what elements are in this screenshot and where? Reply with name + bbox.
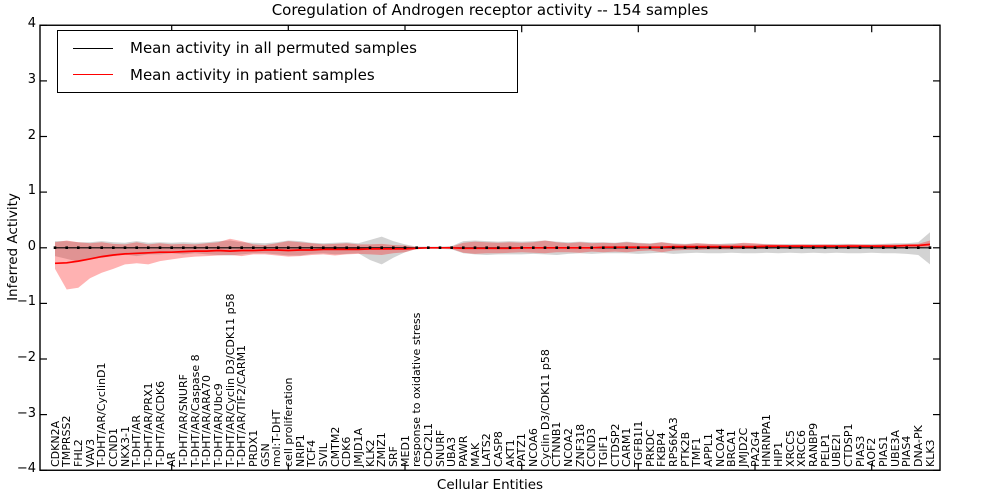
data-point-marker [158, 246, 162, 249]
data-point-marker [88, 246, 92, 249]
data-point-marker [788, 246, 792, 249]
data-point-marker [870, 246, 873, 249]
data-point-marker [835, 246, 838, 249]
data-point-marker [718, 246, 722, 249]
data-point-marker [228, 246, 232, 249]
legend-label-patient: Mean activity in patient samples [130, 65, 375, 84]
data-point-marker [707, 246, 710, 249]
data-point-marker [858, 246, 862, 249]
data-point-marker [543, 246, 547, 249]
data-point-marker [450, 246, 453, 249]
data-point-marker [648, 246, 652, 249]
data-point-marker [485, 246, 488, 249]
data-point-marker [893, 246, 897, 249]
data-point-marker [252, 246, 255, 249]
patient-mean-line [54, 243, 931, 265]
data-point-marker [928, 246, 932, 249]
data-point-marker [438, 246, 442, 249]
data-point-marker [263, 246, 267, 249]
data-point-marker [847, 246, 850, 249]
legend-item-patient: Mean activity in patient samples [58, 66, 517, 84]
data-point-marker [812, 246, 815, 249]
data-point-marker [753, 246, 757, 249]
x-axis-title: Cellular Entities [436, 477, 544, 493]
data-point-marker [508, 246, 512, 249]
y-axis-title: Inferred Activity [5, 193, 21, 301]
data-point-marker [672, 246, 675, 249]
data-point-marker [217, 246, 220, 249]
data-point-marker [730, 246, 733, 249]
data-point-marker [310, 246, 313, 249]
data-point-marker [65, 246, 68, 249]
data-point-marker [415, 246, 418, 249]
data-point-marker [695, 246, 698, 249]
chart-title: Coregulation of Androgen receptor activi… [271, 1, 709, 19]
legend-label-permuted: Mean activity in all permuted samples [130, 39, 417, 58]
data-point-marker [683, 246, 687, 249]
data-point-marker [357, 246, 360, 249]
data-point-marker [613, 246, 617, 249]
data-point-marker [182, 246, 185, 249]
data-point-marker [555, 246, 558, 249]
data-point-marker [602, 246, 605, 249]
data-point-marker [240, 246, 243, 249]
data-point-marker [322, 246, 325, 249]
data-point-marker [567, 246, 570, 249]
data-point-marker [298, 246, 302, 249]
data-point-marker [625, 246, 628, 249]
data-point-marker [193, 246, 197, 249]
data-point-marker [637, 246, 640, 249]
data-point-marker [380, 246, 383, 249]
data-point-marker [368, 246, 372, 249]
data-point-marker [777, 246, 780, 249]
data-point-marker [742, 246, 745, 249]
data-point-marker [917, 246, 920, 249]
data-point-marker [123, 246, 127, 249]
legend: Mean activity in all permuted samples Me… [57, 30, 518, 93]
data-point-marker [660, 246, 663, 249]
data-point-marker [112, 246, 115, 249]
data-point-marker [205, 246, 208, 249]
data-point-marker [532, 246, 535, 249]
legend-item-permuted: Mean activity in all permuted samples [58, 39, 517, 57]
data-point-marker [882, 246, 885, 249]
data-point-marker [53, 246, 57, 249]
data-point-marker [77, 246, 80, 249]
legend-line-red [73, 74, 113, 76]
legend-line-black [73, 47, 113, 49]
data-point-marker [147, 246, 150, 249]
data-point-marker [462, 246, 465, 249]
data-point-marker [135, 246, 138, 249]
data-point-marker [473, 246, 477, 249]
data-point-marker [590, 246, 593, 249]
data-point-marker [427, 246, 430, 249]
data-point-marker [497, 246, 500, 249]
data-point-marker [520, 246, 523, 249]
patient-std-band [55, 238, 930, 290]
data-point-marker [578, 246, 582, 249]
data-point-marker [170, 246, 173, 249]
data-point-marker [765, 246, 768, 249]
data-point-marker [100, 246, 103, 249]
data-point-marker [403, 246, 407, 249]
data-point-marker [275, 246, 278, 249]
data-point-marker [345, 246, 348, 249]
data-point-marker [800, 246, 803, 249]
data-point-marker [905, 246, 908, 249]
data-point-marker [392, 246, 395, 249]
data-point-marker [333, 246, 337, 249]
data-point-marker [823, 246, 827, 249]
data-point-marker [287, 246, 290, 249]
